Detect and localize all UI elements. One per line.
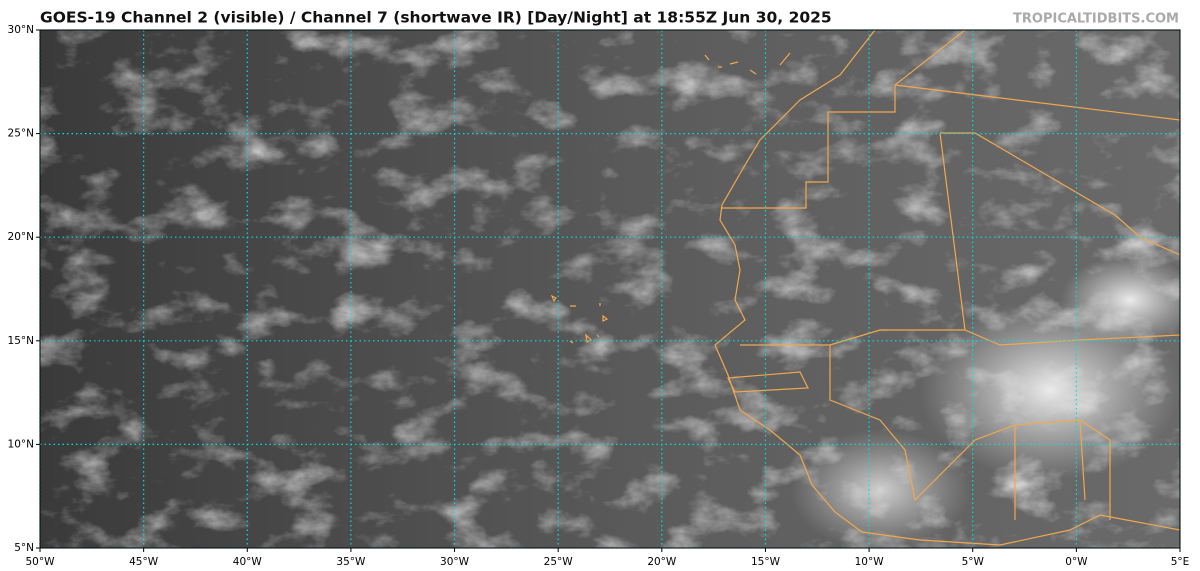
x-tick-label: 10°W	[855, 556, 885, 568]
x-tick-label: 0°W	[1065, 556, 1088, 568]
cloud-mass	[1060, 255, 1180, 345]
x-tick-label: 5°E	[1171, 556, 1190, 568]
border	[727, 371, 809, 393]
x-tick-label: 30°W	[440, 556, 470, 568]
border	[1014, 419, 1086, 520]
plot-frame	[39, 29, 1181, 549]
title: GOES-19 Channel 2 (visible) / Channel 7 …	[40, 9, 832, 27]
x-tick-label: 45°W	[129, 556, 159, 568]
x-tick-label: 40°W	[233, 556, 263, 568]
y-tick-label: 30°N	[8, 24, 34, 36]
x-tick-label: 50°W	[26, 556, 56, 568]
islands	[704, 52, 791, 75]
coastline	[714, 30, 1180, 546]
y-tick-label: 20°N	[8, 231, 34, 243]
border	[722, 30, 966, 209]
cloud-mass	[920, 300, 1180, 480]
y-tick-label: 5°N	[14, 542, 34, 554]
grid	[39, 29, 1181, 549]
x-tick-label: 25°W	[544, 556, 574, 568]
imagery	[40, 30, 1180, 548]
border	[964, 329, 1180, 346]
watermark: TROPICALTIDBITS.COM	[1013, 12, 1179, 27]
border	[894, 84, 1180, 121]
coastlines	[550, 30, 1180, 546]
border	[829, 345, 1111, 520]
x-tick-label: 20°W	[647, 556, 677, 568]
y-tick-label: 15°N	[8, 335, 34, 347]
x-tick-label: 35°W	[336, 556, 366, 568]
cloud-mass	[790, 430, 970, 548]
y-tick-label: 25°N	[8, 128, 34, 140]
x-tick-label: 5°W	[962, 556, 985, 568]
border	[740, 132, 966, 346]
x-tick-label: 15°W	[751, 556, 781, 568]
y-tick-label: 10°N	[8, 438, 34, 450]
